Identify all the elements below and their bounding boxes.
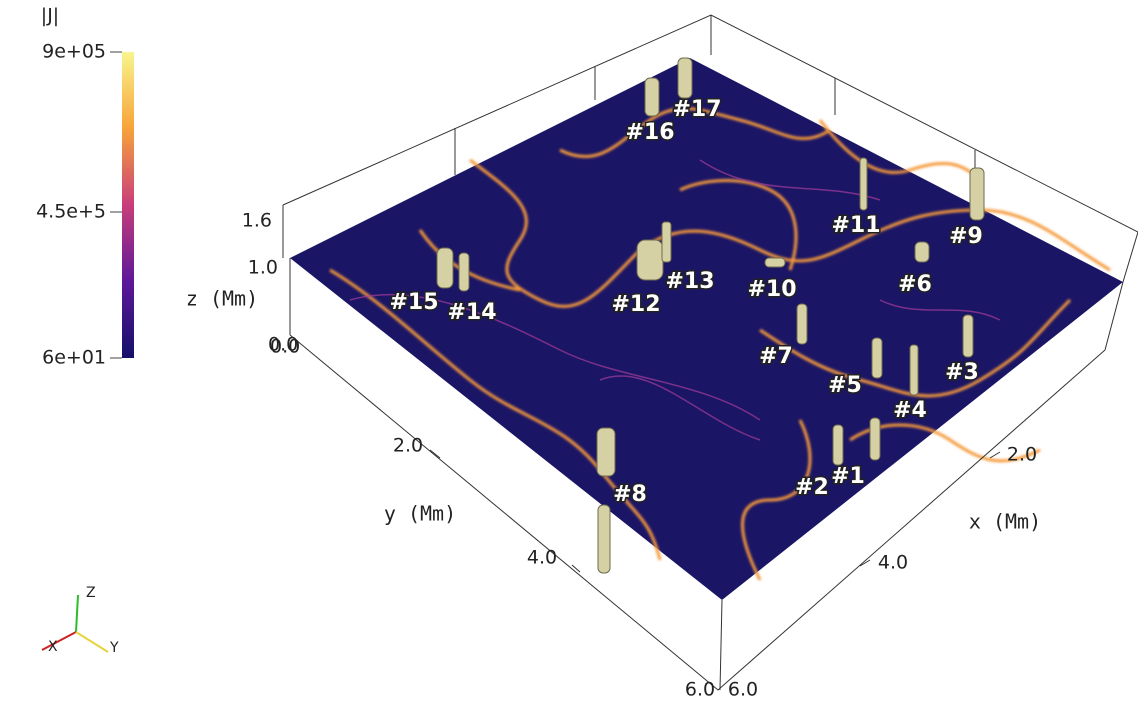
feature-label: #14 — [447, 300, 496, 325]
feature-label: #11 — [831, 213, 880, 238]
feature-label: #2 — [795, 475, 829, 500]
orientation-axes: Z X Y — [41, 585, 119, 656]
feature-label: #9 — [949, 224, 983, 249]
feature-label: #8 — [613, 482, 647, 507]
colorbar-label: 6e+01 — [42, 347, 106, 369]
axis-labels: 1.6 1.0 0.0 0.0 2.0 4.0 6.0 6.0 4.0 2.0 … — [186, 210, 1041, 701]
y-axis-title: y (Mm) — [384, 502, 456, 526]
feature-label: #7 — [759, 344, 793, 369]
y-tick-label: 6.0 — [685, 679, 715, 701]
feature-label: #13 — [665, 269, 714, 294]
z-axis-title: z (Mm) — [186, 287, 258, 311]
colorbar-gradient — [122, 52, 134, 358]
z-tick-label: 1.0 — [248, 257, 278, 279]
feature-label: #10 — [747, 277, 796, 302]
current-sheets — [329, 106, 1111, 581]
x-tick-label: 2.0 — [1007, 444, 1037, 466]
z-tick-label: 1.6 — [242, 210, 272, 232]
feature-label: #5 — [828, 373, 862, 398]
current-density-slab — [290, 58, 1123, 600]
feature-label: #12 — [611, 292, 660, 317]
feature-label: #1 — [831, 464, 865, 489]
y-tick-label: 4.0 — [527, 547, 557, 569]
colorbar-label: 9e+05 — [42, 41, 106, 63]
feature-label: #4 — [893, 398, 927, 423]
y-tick-label: 0.0 — [268, 334, 298, 356]
feature-label: #15 — [389, 290, 438, 315]
y-tick-label: 2.0 — [393, 435, 423, 457]
bounding-box-back — [282, 14, 1138, 283]
feature-label: #16 — [625, 120, 674, 145]
orientation-label: X — [48, 639, 58, 655]
colorbar-title: |J| — [41, 5, 59, 27]
feature-label: #17 — [672, 97, 721, 122]
bounding-box-front — [289, 258, 1124, 691]
x-tick-label: 6.0 — [728, 679, 758, 701]
colorbar: |J| 9e+05 4.5e+5 6e+01 — [36, 5, 134, 369]
feature-label: #6 — [898, 272, 932, 297]
orientation-label: Z — [86, 585, 96, 601]
vortex-tubes — [436, 57, 985, 574]
orientation-label: Y — [109, 640, 119, 656]
feature-labels: #1#2 #3 #4 #5 #6 #7 #8 #9 #10 #11 #12#13 #14 #15 #16#… — [388, 96, 984, 509]
colorbar-label: 4.5e+5 — [36, 201, 106, 223]
x-tick-label: 4.0 — [878, 552, 908, 574]
x-axis-title: x (Mm) — [969, 510, 1041, 534]
z-tick-label: 0.0 — [270, 336, 300, 358]
feature-label: #3 — [945, 360, 979, 385]
